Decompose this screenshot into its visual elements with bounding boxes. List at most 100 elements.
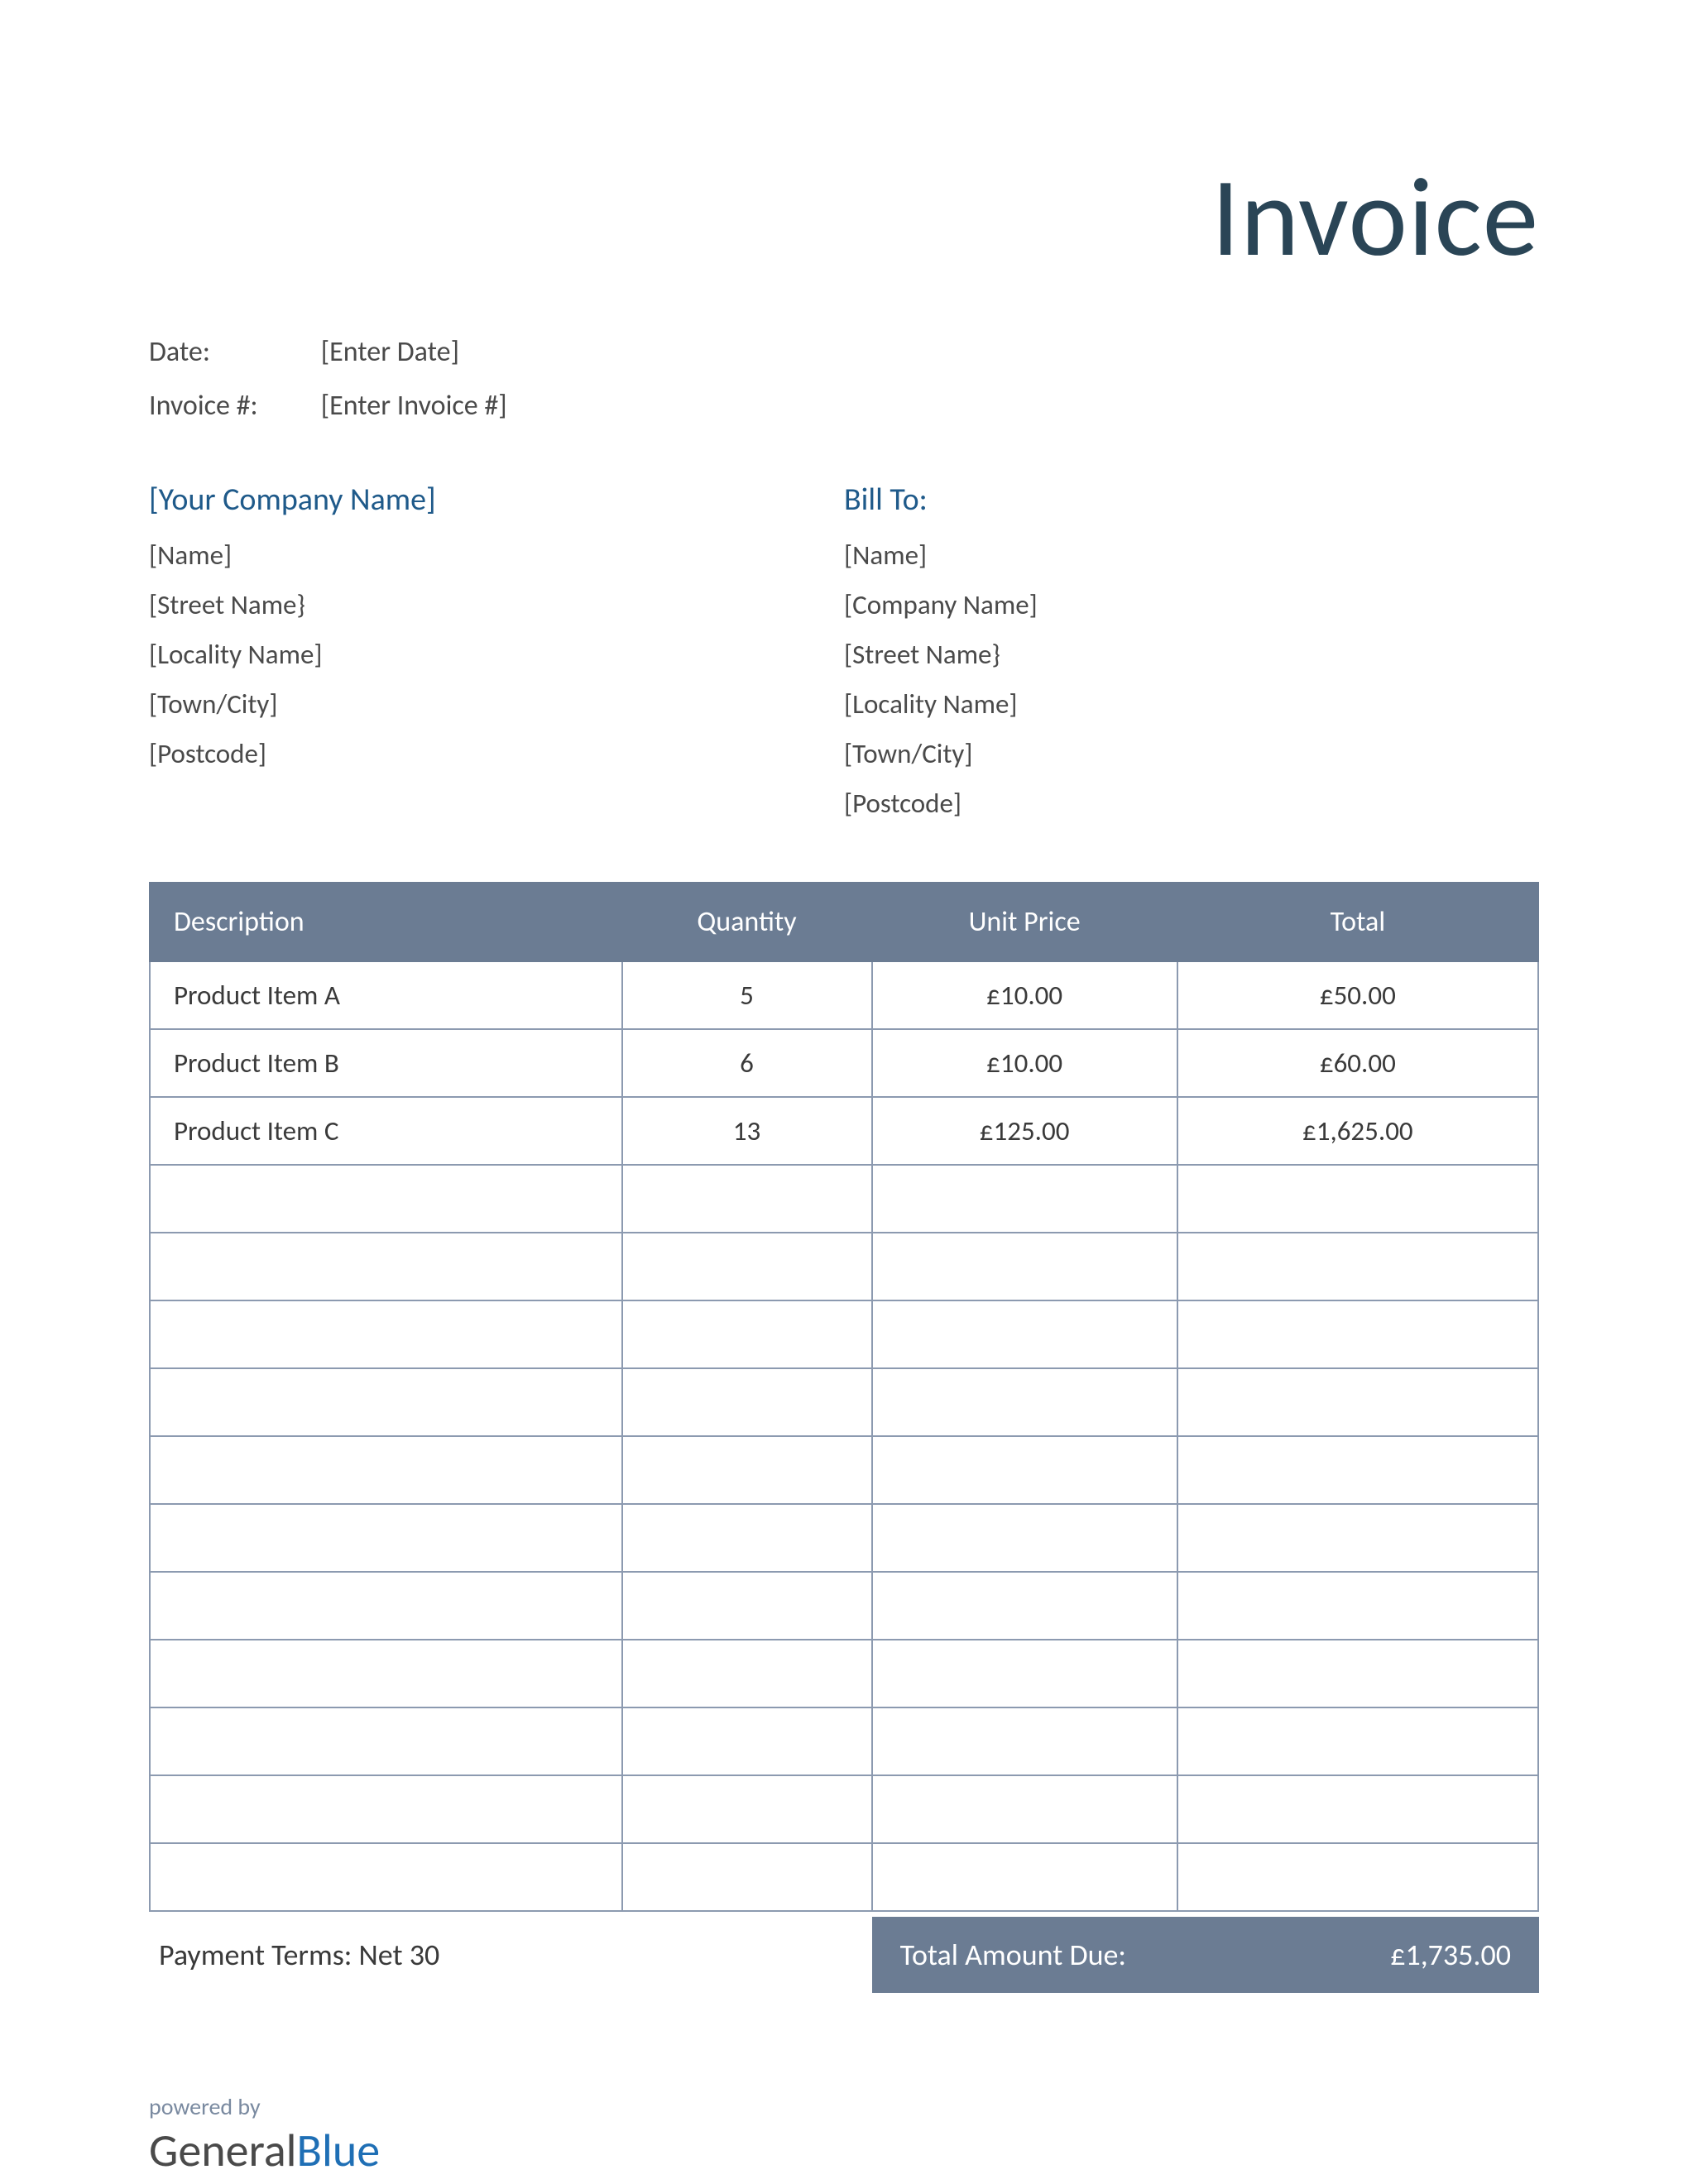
table-cell[interactable] bbox=[150, 1165, 622, 1233]
table-cell[interactable] bbox=[150, 1436, 622, 1504]
table-cell[interactable] bbox=[1177, 1504, 1538, 1572]
table-cell[interactable]: Product Item B bbox=[150, 1029, 622, 1097]
invoice-meta: Date: [Enter Date] Invoice #: [Enter Inv… bbox=[149, 335, 1539, 423]
table-header-cell: Total bbox=[1177, 883, 1538, 961]
billto-line[interactable]: [Company Name] bbox=[844, 588, 1539, 621]
table-row bbox=[150, 1572, 1538, 1640]
table-cell[interactable]: Product Item A bbox=[150, 961, 622, 1029]
table-cell[interactable] bbox=[150, 1572, 622, 1640]
table-header-cell: Description bbox=[150, 883, 622, 961]
table-row bbox=[150, 1300, 1538, 1368]
from-heading[interactable]: [Your Company Name] bbox=[149, 481, 844, 519]
invoice-title: Invoice bbox=[149, 149, 1539, 285]
meta-invoice-label: Invoice #: bbox=[149, 389, 314, 423]
from-line[interactable]: [Town/City] bbox=[149, 687, 844, 721]
table-cell[interactable] bbox=[872, 1843, 1177, 1911]
table-cell[interactable] bbox=[150, 1707, 622, 1775]
table-cell[interactable] bbox=[1177, 1843, 1538, 1911]
from-line[interactable]: [Postcode] bbox=[149, 737, 844, 770]
table-cell[interactable] bbox=[872, 1775, 1177, 1843]
from-address: [Your Company Name] [Name] [Street Name} [… bbox=[149, 481, 844, 836]
table-cell[interactable] bbox=[1177, 1640, 1538, 1707]
table-cell[interactable] bbox=[150, 1640, 622, 1707]
table-cell[interactable] bbox=[1177, 1436, 1538, 1504]
table-cell[interactable] bbox=[622, 1707, 872, 1775]
table-cell[interactable]: £1,625.00 bbox=[1177, 1097, 1538, 1165]
table-cell[interactable] bbox=[872, 1640, 1177, 1707]
invoice-footer: Payment Terms: Net 30 Total Amount Due: … bbox=[149, 1917, 1539, 1993]
table-cell[interactable] bbox=[1177, 1572, 1538, 1640]
from-line[interactable]: [Street Name} bbox=[149, 588, 844, 621]
address-block: [Your Company Name] [Name][Street Name}[… bbox=[149, 481, 1539, 836]
billto-line[interactable]: [Name] bbox=[844, 539, 1539, 572]
billto-line[interactable]: [Postcode] bbox=[844, 787, 1539, 820]
table-cell[interactable] bbox=[622, 1368, 872, 1436]
meta-invoice-row: Invoice #: [Enter Invoice #] bbox=[149, 389, 1539, 423]
billto-line[interactable]: [Town/City] bbox=[844, 737, 1539, 770]
meta-date-value[interactable]: [Enter Date] bbox=[321, 335, 459, 369]
table-cell[interactable] bbox=[622, 1436, 872, 1504]
table-cell[interactable] bbox=[872, 1436, 1177, 1504]
table-cell[interactable] bbox=[622, 1233, 872, 1300]
table-row: Product Item B6£10.00£60.00 bbox=[150, 1029, 1538, 1097]
table-row bbox=[150, 1436, 1538, 1504]
table-cell[interactable] bbox=[622, 1640, 872, 1707]
table-cell[interactable]: £125.00 bbox=[872, 1097, 1177, 1165]
table-cell[interactable] bbox=[1177, 1368, 1538, 1436]
table-cell[interactable] bbox=[150, 1233, 622, 1300]
table-cell[interactable]: £10.00 bbox=[872, 961, 1177, 1029]
table-cell[interactable] bbox=[1177, 1165, 1538, 1233]
table-row bbox=[150, 1165, 1538, 1233]
table-cell[interactable]: Product Item C bbox=[150, 1097, 622, 1165]
table-cell[interactable] bbox=[622, 1165, 872, 1233]
table-cell[interactable] bbox=[622, 1504, 872, 1572]
powered-by-text: powered by bbox=[149, 2092, 1539, 2121]
table-cell[interactable] bbox=[150, 1504, 622, 1572]
invoice-table: DescriptionQuantityUnit PriceTotal Produ… bbox=[149, 882, 1539, 1912]
table-cell[interactable] bbox=[1177, 1300, 1538, 1368]
table-cell[interactable] bbox=[622, 1300, 872, 1368]
table-cell[interactable] bbox=[150, 1368, 622, 1436]
table-cell[interactable]: £10.00 bbox=[872, 1029, 1177, 1097]
table-cell[interactable] bbox=[1177, 1233, 1538, 1300]
table-cell[interactable]: £60.00 bbox=[1177, 1029, 1538, 1097]
table-cell[interactable] bbox=[150, 1775, 622, 1843]
table-cell[interactable] bbox=[872, 1165, 1177, 1233]
table-cell[interactable]: £50.00 bbox=[1177, 961, 1538, 1029]
billto-address: Bill To: [Name][Company Name][Street Nam… bbox=[844, 481, 1539, 836]
meta-invoice-value[interactable]: [Enter Invoice #] bbox=[321, 389, 507, 423]
table-cell[interactable] bbox=[872, 1368, 1177, 1436]
billto-line[interactable]: [Street Name} bbox=[844, 638, 1539, 671]
brand-footer: powered by GeneralBlue bbox=[149, 2092, 1539, 2179]
table-cell[interactable]: 13 bbox=[622, 1097, 872, 1165]
total-due-box: Total Amount Due: £1,735.00 bbox=[872, 1917, 1539, 1993]
table-cell[interactable] bbox=[872, 1707, 1177, 1775]
table-row bbox=[150, 1775, 1538, 1843]
brand-name-part2: Blue bbox=[297, 2123, 381, 2179]
table-cell[interactable] bbox=[872, 1300, 1177, 1368]
table-row: Product Item A5£10.00£50.00 bbox=[150, 961, 1538, 1029]
meta-date-label: Date: bbox=[149, 335, 314, 369]
table-cell[interactable]: 5 bbox=[622, 961, 872, 1029]
from-line[interactable]: [Locality Name] bbox=[149, 638, 844, 671]
table-cell[interactable] bbox=[150, 1300, 622, 1368]
table-cell[interactable]: 6 bbox=[622, 1029, 872, 1097]
table-cell[interactable] bbox=[872, 1233, 1177, 1300]
table-row bbox=[150, 1368, 1538, 1436]
table-cell[interactable] bbox=[622, 1843, 872, 1911]
table-cell[interactable] bbox=[1177, 1775, 1538, 1843]
billto-line[interactable]: [Locality Name] bbox=[844, 687, 1539, 721]
brand-name-part1: General bbox=[149, 2123, 297, 2179]
total-due-value: £1,735.00 bbox=[1390, 1937, 1511, 1973]
from-line[interactable]: [Name] bbox=[149, 539, 844, 572]
table-cell[interactable] bbox=[1177, 1707, 1538, 1775]
table-cell[interactable] bbox=[872, 1572, 1177, 1640]
meta-date-row: Date: [Enter Date] bbox=[149, 335, 1539, 369]
table-cell[interactable] bbox=[622, 1572, 872, 1640]
table-cell[interactable] bbox=[622, 1775, 872, 1843]
table-row bbox=[150, 1707, 1538, 1775]
table-cell[interactable] bbox=[150, 1843, 622, 1911]
table-row bbox=[150, 1504, 1538, 1572]
table-cell[interactable] bbox=[872, 1504, 1177, 1572]
table-row bbox=[150, 1843, 1538, 1911]
